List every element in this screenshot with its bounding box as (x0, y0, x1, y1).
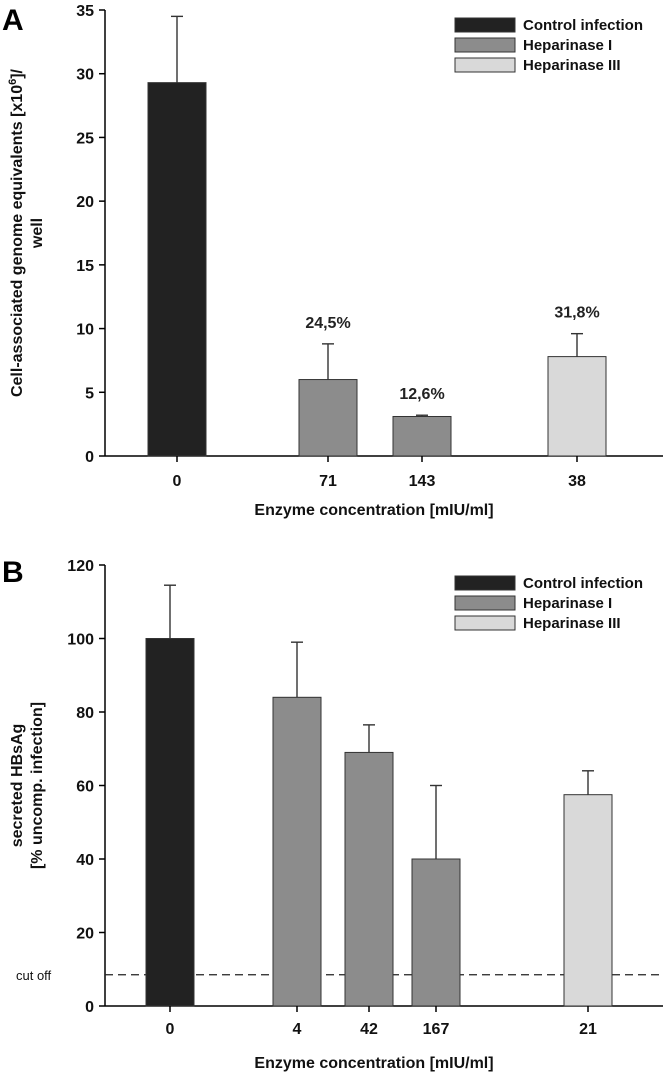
legend-label: Heparinase III (523, 57, 621, 74)
bar (147, 82, 207, 457)
legend-swatch (454, 575, 516, 591)
x-tick-label: 42 (360, 1021, 378, 1038)
x-tick-label: 71 (319, 473, 337, 490)
legend-label: Control infection (523, 575, 643, 592)
y-tick-label: 0 (85, 999, 94, 1016)
x-tick-label: 4 (293, 1021, 302, 1038)
y-axis-label: secreted HBsAg (9, 724, 26, 848)
legend: Control infection Heparinase I Heparinase … (454, 575, 643, 632)
y-tick-label: 30 (76, 67, 94, 84)
bar (298, 379, 358, 457)
y-tick-label: 0 (85, 449, 94, 466)
y-tick-label: 25 (76, 130, 94, 147)
legend-label: Control infection (523, 17, 643, 34)
x-tick-label: 0 (166, 1021, 175, 1038)
data-label: 24,5% (305, 315, 350, 332)
bar (547, 356, 607, 457)
y-tick-label: 100 (67, 632, 94, 649)
y-axis-label-text-end: ]/ (9, 68, 26, 78)
panel-letter: A (2, 4, 24, 37)
panel-letter: B (2, 556, 24, 589)
x-tick-label: 38 (568, 473, 586, 490)
legend-label: Heparinase I (523, 37, 612, 54)
y-axis-label-line2: [% uncomp. infection] (29, 702, 46, 869)
y-axis-label-superscript: 6 (7, 79, 19, 85)
x-axis-label: Enzyme concentration [mIU/ml] (254, 1055, 493, 1072)
legend-swatch (454, 57, 516, 73)
legend-label: Heparinase I (523, 595, 612, 612)
y-tick-label: 20 (76, 194, 94, 211)
chart-panel-a: A 0 5 10 15 20 25 30 35 0 71 24,5% 143 12,6% 38 31,8% En… (2, 3, 663, 519)
y-tick-label: 15 (76, 258, 94, 275)
bar (344, 751, 394, 1007)
y-tick-label: 5 (85, 385, 94, 402)
x-tick-label: 0 (173, 473, 182, 490)
legend-swatch (454, 17, 516, 33)
y-tick-label: 40 (76, 852, 94, 869)
y-tick-label: 20 (76, 926, 94, 943)
y-tick-label: 60 (76, 779, 94, 796)
data-label: 12,6% (399, 386, 444, 403)
x-tick-label: 21 (579, 1021, 597, 1038)
cut-off-label: cut off (16, 968, 52, 983)
bar (145, 638, 195, 1007)
legend-swatch (454, 595, 516, 611)
legend: Control infection Heparinase I Heparinase … (454, 17, 643, 74)
bar (272, 696, 322, 1007)
chart-panel-b: B 0 20 40 60 80 100 120 cut off 0 4 42 167 21 Enzyme c… (2, 556, 663, 1072)
x-tick-label: 167 (423, 1021, 450, 1038)
bar (392, 415, 452, 457)
bar (411, 858, 461, 1007)
legend-swatch (454, 615, 516, 631)
y-axis-label-text: secreted HBsAg (9, 724, 26, 848)
y-tick-label: 120 (67, 558, 94, 575)
y-tick-label: 80 (76, 705, 94, 722)
data-label: 31,8% (554, 305, 599, 322)
y-tick-label: 10 (76, 322, 94, 339)
x-tick-label: 143 (409, 473, 436, 490)
bar (563, 794, 613, 1007)
legend-label: Heparinase III (523, 615, 621, 632)
x-axis-label: Enzyme concentration [mIU/ml] (254, 502, 493, 519)
legend-swatch (454, 37, 516, 53)
y-axis-label: Cell-associated genome equivalents [x106… (7, 68, 26, 397)
y-axis-label-line2: well (29, 218, 46, 249)
y-tick-label: 35 (76, 3, 94, 20)
y-axis-label-text: Cell-associated genome equivalents [x10 (9, 85, 26, 397)
